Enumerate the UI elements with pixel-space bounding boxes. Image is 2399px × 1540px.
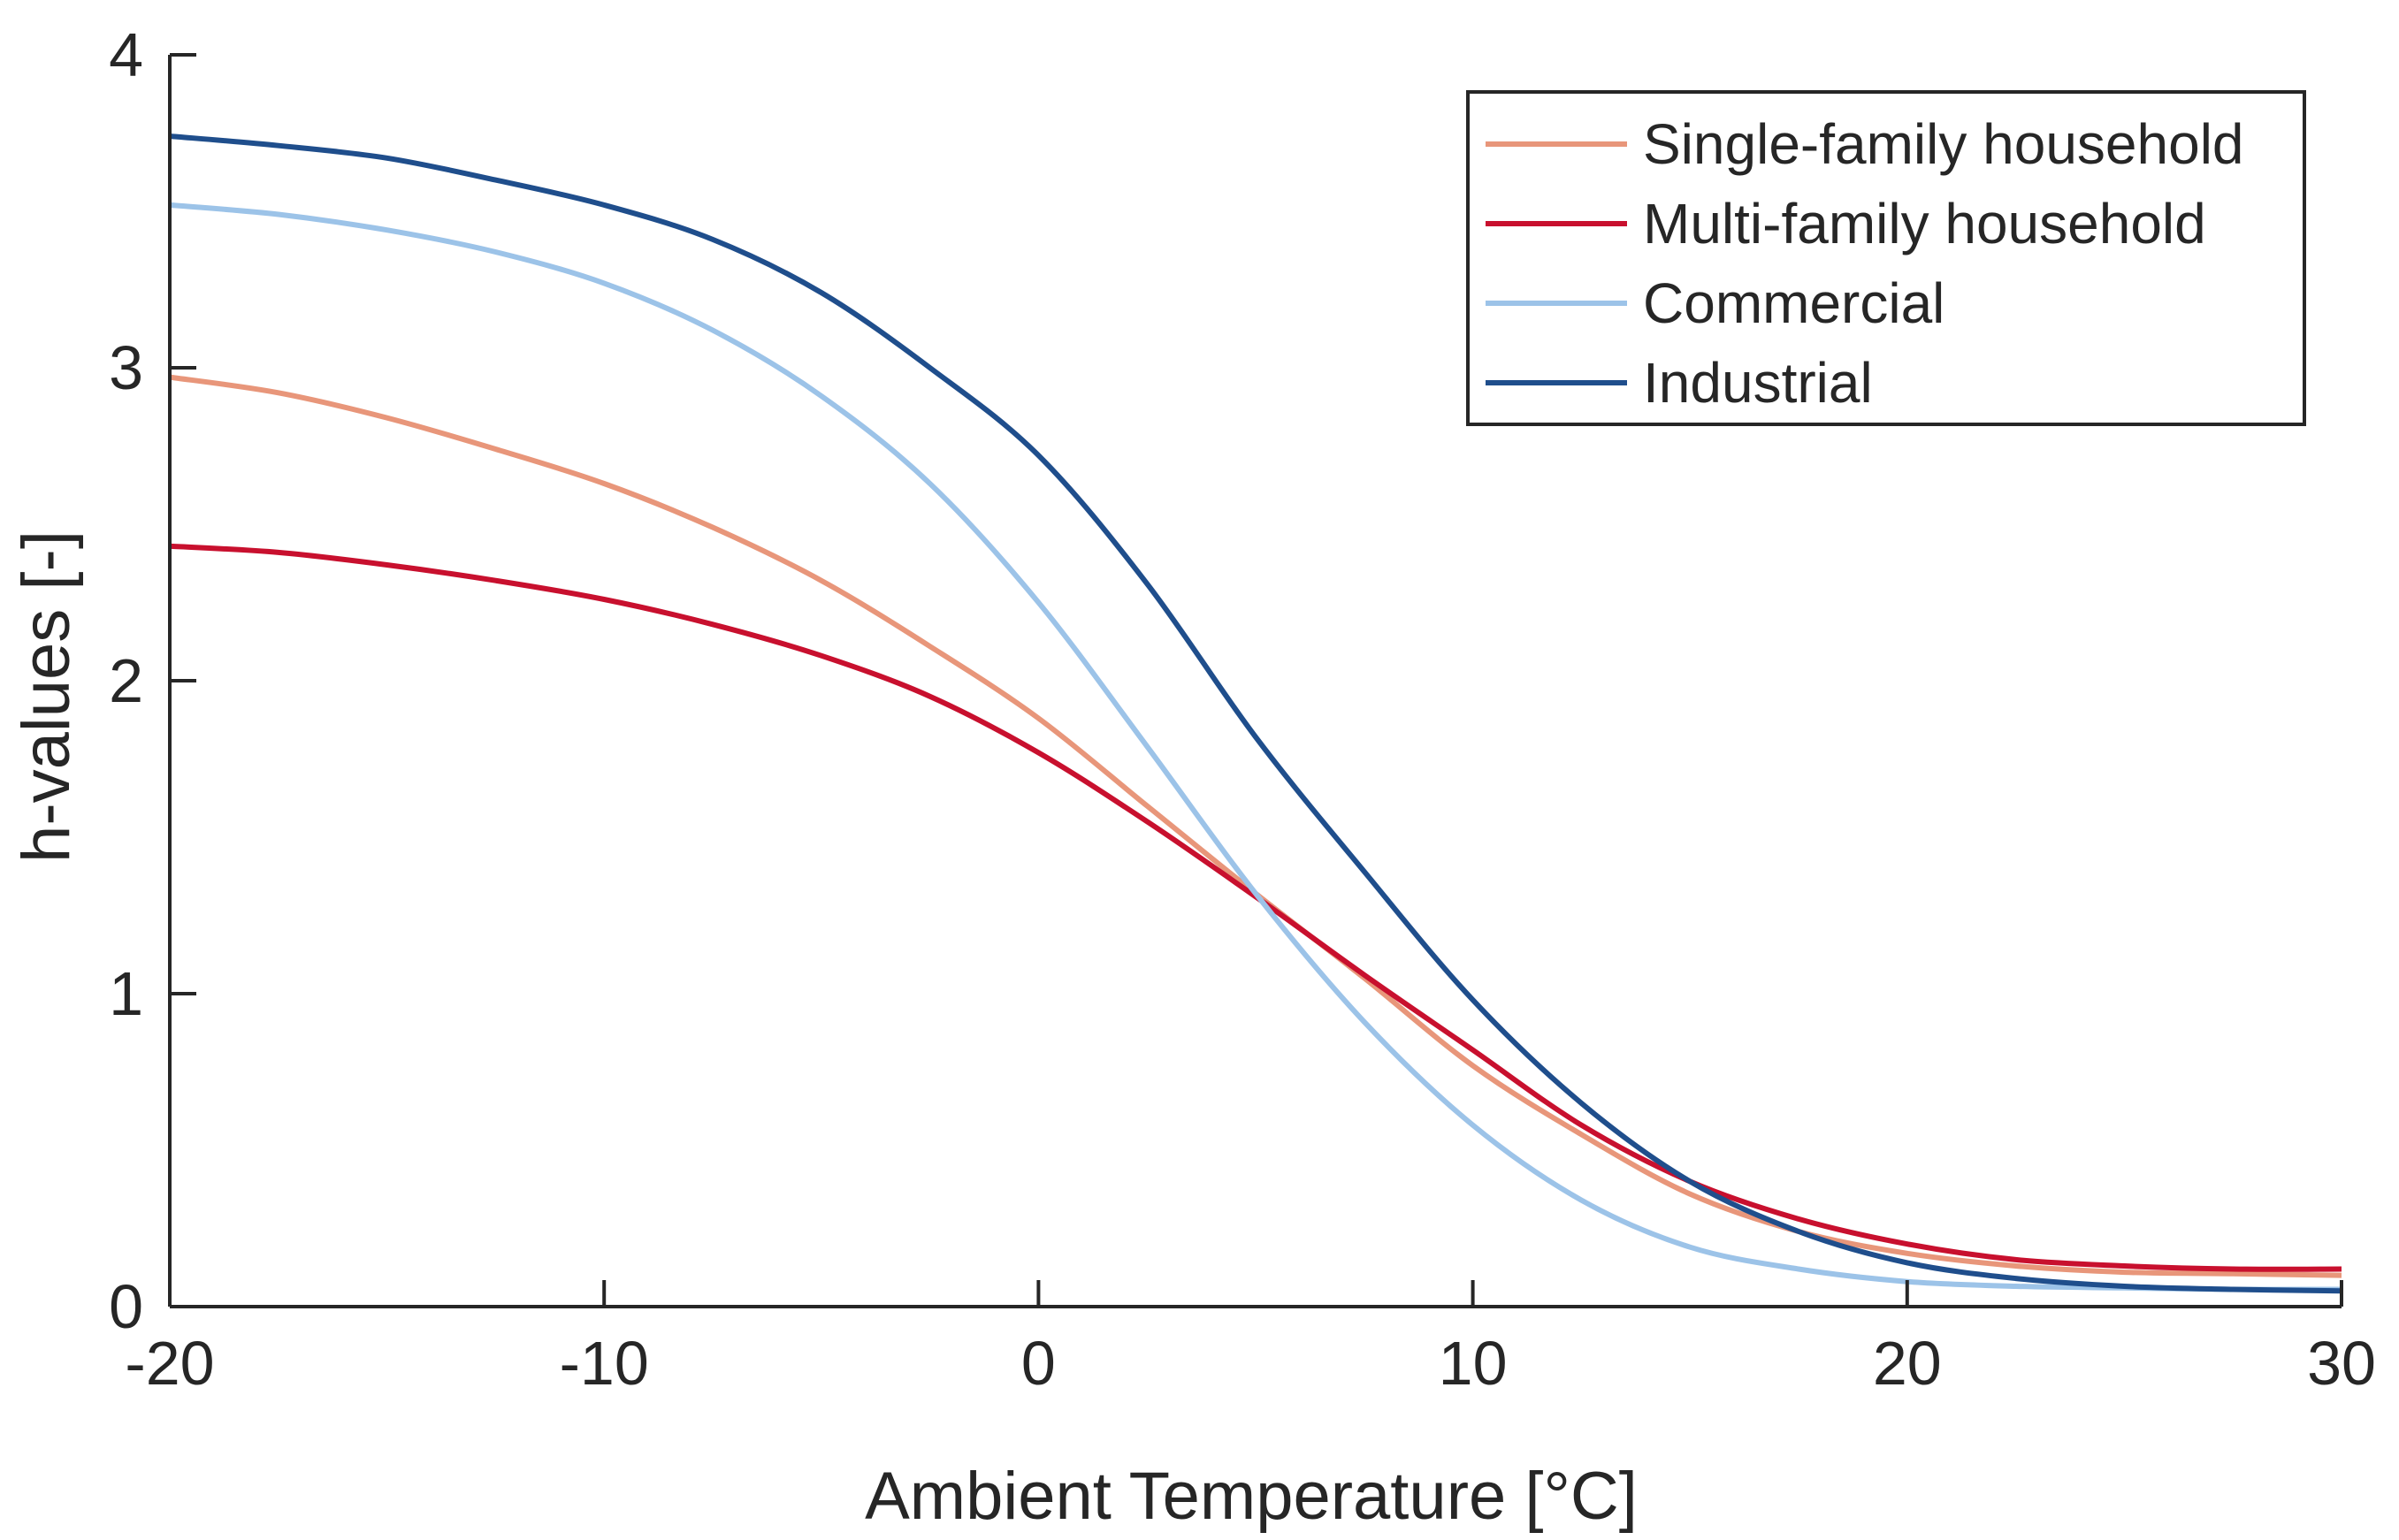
y-tick-label: 4 [109, 20, 143, 89]
legend-label: Commercial [1643, 271, 1944, 335]
y-tick-label: 0 [109, 1272, 143, 1341]
x-tick-label: 20 [1873, 1329, 1942, 1398]
x-tick-label: -20 [125, 1329, 214, 1398]
x-axis-title: Ambient Temperature [°C] [865, 1459, 1638, 1534]
legend-label: Single-family household [1643, 112, 2244, 176]
series-layer [169, 133, 2342, 1294]
legend-box [1466, 90, 2306, 426]
x-tick-label: 10 [1439, 1329, 1508, 1398]
x-tick-label: 0 [1021, 1329, 1056, 1398]
series-line-industrial [169, 133, 2342, 1294]
legend: Single-family household Multi-family hous… [1466, 90, 2306, 426]
legend-label: Industrial [1643, 351, 1873, 415]
x-tick-label: -10 [560, 1329, 649, 1398]
y-tick-label: 3 [109, 333, 143, 402]
tick-labels: -20 -10 0 10 20 30 0 1 2 3 4 [109, 20, 2376, 1398]
y-tick-label: 2 [109, 646, 143, 715]
y-axis-title: h-values [-] [9, 530, 84, 863]
legend-label: Multi-family household [1643, 192, 2206, 255]
tick-marks [168, 53, 2343, 1308]
y-tick-label: 1 [109, 959, 143, 1028]
x-tick-label: 30 [2307, 1329, 2376, 1398]
series-line-commercial [169, 202, 2342, 1292]
